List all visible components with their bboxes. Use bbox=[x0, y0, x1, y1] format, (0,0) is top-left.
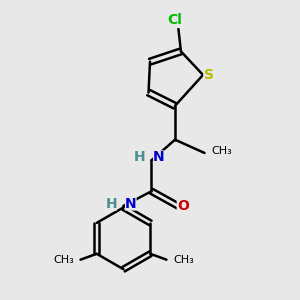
Text: N: N bbox=[153, 150, 165, 164]
Text: Cl: Cl bbox=[168, 14, 182, 27]
Text: CH₃: CH₃ bbox=[211, 146, 232, 157]
Text: S: S bbox=[204, 68, 214, 82]
Text: CH₃: CH₃ bbox=[53, 255, 74, 265]
Text: H: H bbox=[105, 196, 117, 211]
Text: O: O bbox=[177, 199, 189, 213]
Text: H: H bbox=[134, 150, 145, 164]
Text: CH₃: CH₃ bbox=[173, 255, 194, 265]
Text: N: N bbox=[125, 196, 136, 211]
